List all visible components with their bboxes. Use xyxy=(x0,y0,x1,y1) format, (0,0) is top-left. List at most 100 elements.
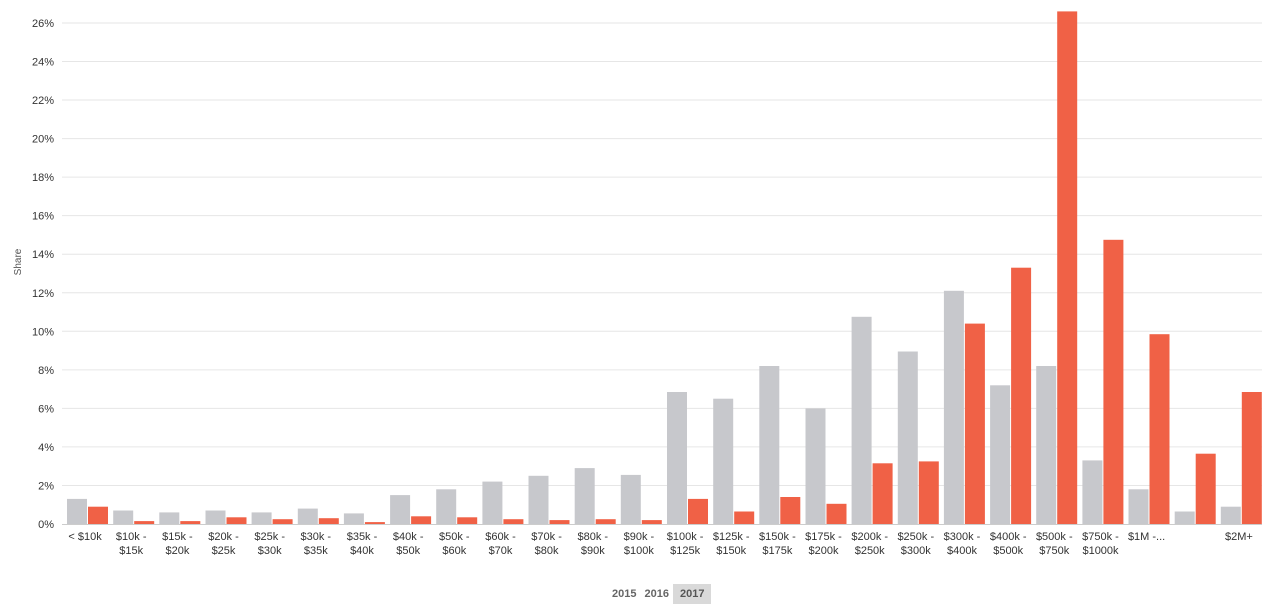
y-tick-label: 24% xyxy=(32,57,54,69)
bar-series-1[interactable] xyxy=(897,351,918,525)
y-axis-label: Share xyxy=(13,248,24,275)
y-tick-label: 4% xyxy=(38,442,54,454)
y-tick-label: 14% xyxy=(32,249,54,261)
bar-series-1[interactable] xyxy=(251,512,272,524)
x-tick-label: $2M+ xyxy=(1225,531,1253,543)
y-axis-ticks: 0% 2% 4% 6% 8% 10% 12% 14% 16% 18% 20% 22% 24% 26% xyxy=(32,18,54,531)
x-tick-label: $25k -$30k xyxy=(254,531,285,557)
bar-series-2[interactable] xyxy=(641,520,662,524)
x-tick-label: $200k -$250k xyxy=(851,531,888,557)
year-button-2017[interactable]: 2017 xyxy=(672,584,712,604)
bar-series-1[interactable] xyxy=(759,366,780,524)
bar-series-1[interactable] xyxy=(436,489,457,524)
bar-series-2[interactable] xyxy=(226,517,247,524)
bar-series-1[interactable] xyxy=(851,316,872,524)
x-tick-label: $400k -$500k xyxy=(990,531,1027,557)
x-tick-label: $500k -$750k xyxy=(1036,531,1073,557)
bar-series-2[interactable] xyxy=(134,521,155,524)
y-tick-label: 20% xyxy=(32,134,54,146)
bar-series-2[interactable] xyxy=(457,517,478,524)
bar-series-2[interactable] xyxy=(411,516,432,524)
x-tick-label: $70k -$80k xyxy=(531,531,562,557)
bar-series-1[interactable] xyxy=(990,385,1011,524)
bar-series-1[interactable] xyxy=(1036,366,1057,524)
bar-series-1[interactable] xyxy=(943,290,964,524)
x-tick-label: $250k -$300k xyxy=(897,531,934,557)
x-tick-label: $175k -$200k xyxy=(805,531,842,557)
x-tick-label: $30k -$35k xyxy=(301,531,332,557)
bar-series-2[interactable] xyxy=(780,497,801,524)
bar-series-1[interactable] xyxy=(113,510,134,525)
y-tick-label: 2% xyxy=(38,480,54,492)
bar-series-2[interactable] xyxy=(1241,392,1262,524)
bar-series-2[interactable] xyxy=(180,521,201,524)
x-tick-label: $10k -$15k xyxy=(116,531,147,557)
x-tick-label: $90k -$100k xyxy=(624,531,655,557)
bar-series-1[interactable] xyxy=(1128,489,1149,524)
x-tick-label: $35k -$40k xyxy=(347,531,378,557)
y-tick-label: 12% xyxy=(32,288,54,300)
bar-series-2[interactable] xyxy=(826,503,847,524)
x-tick-label: $15k -$20k xyxy=(162,531,193,557)
bar-series-2[interactable] xyxy=(1057,11,1078,524)
bar-series-2[interactable] xyxy=(503,519,524,524)
bar-series-1[interactable] xyxy=(1220,506,1241,524)
bar-series-2[interactable] xyxy=(1195,453,1216,524)
x-axis-labels: < $10k $10k -$15k $15k -$20k $20k -$25k $25k… xyxy=(68,531,1253,557)
y-tick-label: 22% xyxy=(32,95,54,107)
bar-series-2[interactable] xyxy=(1149,334,1170,524)
bar-series-2[interactable] xyxy=(1011,267,1032,524)
x-tick-label: $60k -$70k xyxy=(485,531,516,557)
x-tick-label: < $10k xyxy=(68,531,102,543)
bar-chart: 0% 2% 4% 6% 8% 10% 12% 14% 16% 18% 20% 22% 24% 26% < … xyxy=(13,11,1262,557)
x-tick-label: $1M -... xyxy=(1128,531,1165,543)
year-selector: 2015 2016 2017 xyxy=(608,584,712,604)
year-button-2015[interactable]: 2015 xyxy=(612,588,637,600)
y-tick-label: 26% xyxy=(32,18,54,30)
bar-series-1[interactable] xyxy=(205,510,226,525)
bar-series-1[interactable] xyxy=(67,498,87,524)
bar-series-1[interactable] xyxy=(713,398,734,524)
x-tick-label: $40k -$50k xyxy=(393,531,424,557)
bar-series-2[interactable] xyxy=(88,506,108,524)
x-tick-label: $150k -$175k xyxy=(759,531,796,557)
y-tick-label: 8% xyxy=(38,365,54,377)
y-tick-label: 0% xyxy=(38,519,54,531)
bar-series-1[interactable] xyxy=(620,474,641,524)
bar-series-1[interactable] xyxy=(1082,460,1103,524)
bar-series-2[interactable] xyxy=(272,519,293,524)
bar-series-1[interactable] xyxy=(1174,511,1195,525)
bar-series-2[interactable] xyxy=(688,498,708,524)
bar-series-1[interactable] xyxy=(528,475,549,524)
bar-series-1[interactable] xyxy=(574,468,595,524)
y-tick-label: 16% xyxy=(32,211,54,223)
bar-series-2[interactable] xyxy=(595,519,616,524)
x-tick-label: $750k -$1000k xyxy=(1082,531,1119,557)
bar-series-2[interactable] xyxy=(734,511,755,525)
y-tick-label: 6% xyxy=(38,403,54,415)
x-tick-label: $50k -$60k xyxy=(439,531,470,557)
bar-series-1[interactable] xyxy=(805,408,826,524)
x-tick-label: $20k -$25k xyxy=(208,531,239,557)
bar-series-1[interactable] xyxy=(390,495,411,524)
bar-series-1[interactable] xyxy=(159,512,180,524)
bar-series-2[interactable] xyxy=(364,522,385,524)
bar-series-2[interactable] xyxy=(918,461,939,524)
x-tick-label: $300k -$400k xyxy=(944,531,981,557)
x-tick-label: $100k -$125k xyxy=(667,531,704,557)
bar-series-2[interactable] xyxy=(964,323,985,524)
bar-series-2[interactable] xyxy=(318,518,339,524)
bar-series-1[interactable] xyxy=(667,392,687,524)
bar-series-1[interactable] xyxy=(297,508,318,524)
year-button-2016[interactable]: 2016 xyxy=(644,588,669,600)
gridlines xyxy=(62,22,1262,486)
bars xyxy=(67,11,1262,525)
x-tick-label: $125k -$150k xyxy=(713,531,750,557)
bar-series-1[interactable] xyxy=(343,513,364,524)
x-tick-label: $80k -$90k xyxy=(578,531,609,557)
bar-series-2[interactable] xyxy=(872,463,893,524)
bar-series-1[interactable] xyxy=(482,481,503,524)
bar-series-2[interactable] xyxy=(1103,239,1124,525)
y-tick-label: 10% xyxy=(32,326,54,338)
bar-series-2[interactable] xyxy=(549,520,570,524)
